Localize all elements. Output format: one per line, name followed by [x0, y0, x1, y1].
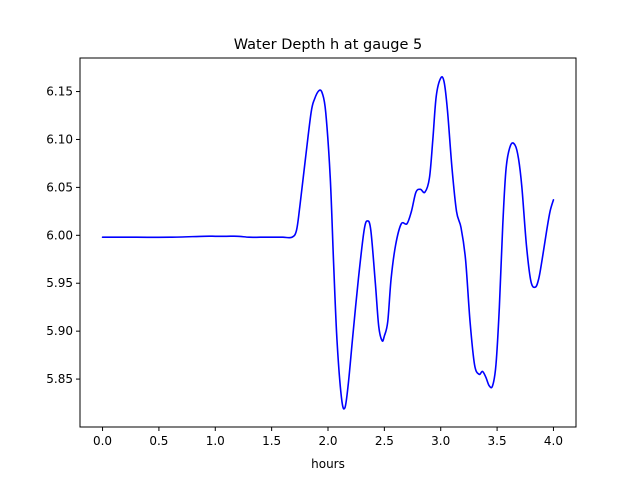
y-tick-label: 6.05 [46, 180, 73, 194]
x-tick-label: 2.5 [375, 434, 394, 448]
y-tick-label: 5.85 [46, 372, 73, 386]
x-tick-label: 0.0 [93, 434, 112, 448]
plot-area [101, 76, 555, 410]
x-tick-label: 2.0 [318, 434, 337, 448]
x-tick-label: 3.5 [488, 434, 507, 448]
y-tick-label: 6.10 [46, 132, 73, 146]
x-tick-label: 1.5 [262, 434, 281, 448]
x-tick-label: 3.0 [431, 434, 450, 448]
x-axis: 0.0 0.5 1.0 1.5 2.0 2.5 3.0 3.5 4.0 [93, 427, 563, 448]
series-line [101, 76, 555, 410]
y-tick-label: 6.15 [46, 85, 73, 99]
y-axis: 5.85 5.90 5.95 6.00 6.05 6.10 6.15 [46, 85, 80, 386]
y-tick-label: 5.90 [46, 324, 73, 338]
x-tick-label: 0.5 [149, 434, 168, 448]
y-tick-label: 5.95 [46, 276, 73, 290]
chart-title: Water Depth h at gauge 5 [234, 37, 422, 53]
x-tick-label: 4.0 [544, 434, 563, 448]
x-tick-label: 1.0 [206, 434, 225, 448]
x-axis-label: hours [311, 457, 345, 471]
y-tick-label: 6.00 [46, 228, 73, 242]
